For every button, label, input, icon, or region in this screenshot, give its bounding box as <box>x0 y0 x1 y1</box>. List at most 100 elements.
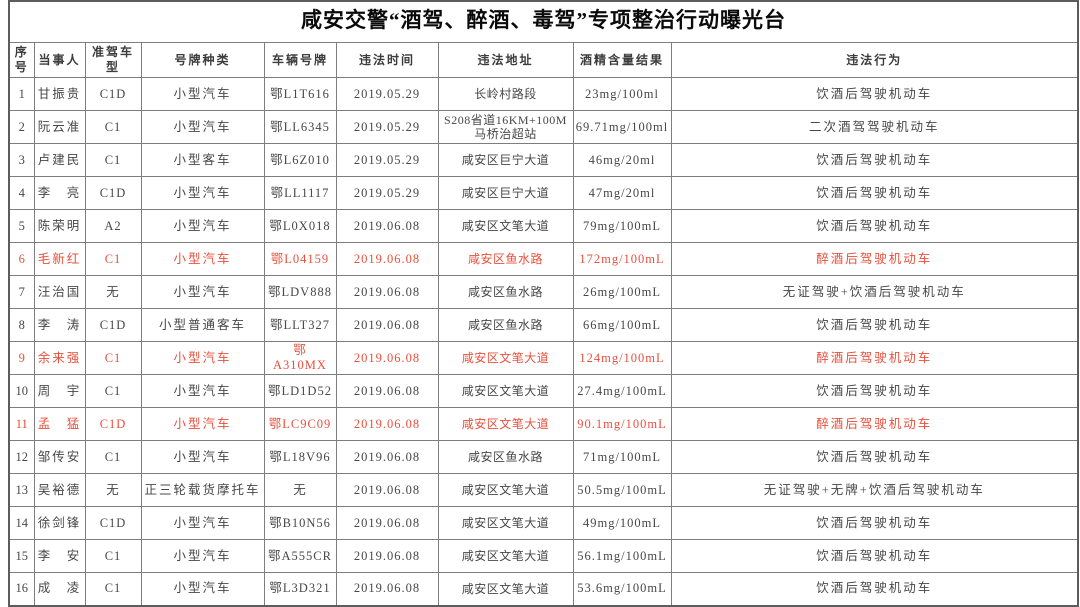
cell-plate-type: 小型汽车 <box>140 506 265 540</box>
cell-address: 咸安区文笔大道 <box>437 374 574 408</box>
cell-address: 咸安区文笔大道 <box>437 341 574 375</box>
cell-address: 长岭村路段 <box>437 77 574 111</box>
cell-plate: 鄂L04159 <box>263 242 337 276</box>
cell-license-type: C1D <box>84 407 142 441</box>
col-header-address: 违法地址 <box>437 42 574 78</box>
cell-plate: 鄂B10N56 <box>263 506 337 540</box>
table-row: 4 李 亮 C1D 小型汽车 鄂LL1117 2019.05.29 咸安区巨宁大… <box>8 176 1079 210</box>
cell-address: 咸安区文笔大道 <box>437 572 574 606</box>
cell-plate: 鄂LL6345 <box>263 110 337 144</box>
cell-plate-type: 小型汽车 <box>140 440 265 474</box>
col-header-plate: 车辆号牌 <box>263 42 337 78</box>
cell-name: 吴裕德 <box>33 473 86 507</box>
cell-no: 6 <box>8 242 35 276</box>
table-row: 6 毛新红 C1 小型汽车 鄂L04159 2019.06.08 咸安区鱼水路 … <box>8 242 1079 276</box>
col-header-plate-type: 号牌种类 <box>140 42 265 78</box>
cell-no: 14 <box>8 506 35 540</box>
cell-violation: 饮酒后驾驶机动车 <box>670 77 1079 111</box>
cell-plate-type: 小型汽车 <box>140 407 265 441</box>
cell-date: 2019.06.08 <box>335 473 439 507</box>
cell-violation: 醉酒后驾驶机动车 <box>670 242 1079 276</box>
cell-plate: 鄂A310MX <box>263 341 337 375</box>
cell-no: 4 <box>8 176 35 210</box>
cell-violation: 醉酒后驾驶机动车 <box>670 407 1079 441</box>
cell-date: 2019.06.08 <box>335 341 439 375</box>
cell-no: 11 <box>8 407 35 441</box>
cell-date: 2019.06.08 <box>335 275 439 309</box>
cell-plate-type: 正三轮载货摩托车 <box>140 473 265 507</box>
table-header-row: 序号 当事人 准驾车型 号牌种类 车辆号牌 违法时间 违法地址 酒精含量结果 违… <box>8 42 1079 78</box>
cell-name: 卢建民 <box>33 143 86 177</box>
cell-date: 2019.05.29 <box>335 110 439 144</box>
cell-plate: 鄂LL1117 <box>263 176 337 210</box>
table-row: 9 余来强 C1 小型汽车 鄂A310MX 2019.06.08 咸安区文笔大道… <box>8 341 1079 375</box>
table-row: 13 吴裕德 无 正三轮载货摩托车 无 2019.06.08 咸安区文笔大道 5… <box>8 473 1079 507</box>
cell-address: S208省道16KM+100M马桥治超站 <box>437 110 574 144</box>
cell-license-type: C1 <box>84 242 142 276</box>
cell-plate-type: 小型客车 <box>140 143 265 177</box>
cell-name: 甘振贵 <box>33 77 86 111</box>
cell-license-type: C1D <box>84 176 142 210</box>
cell-address: 咸安区文笔大道 <box>437 539 574 573</box>
cell-alcohol: 23mg/100ml <box>572 77 672 111</box>
cell-violation: 饮酒后驾驶机动车 <box>670 572 1079 606</box>
table-row: 3 卢建民 C1 小型客车 鄂L6Z010 2019.05.29 咸安区巨宁大道… <box>8 143 1079 177</box>
col-header-no: 序号 <box>8 42 35 78</box>
cell-plate-type: 小型汽车 <box>140 110 265 144</box>
cell-violation: 饮酒后驾驶机动车 <box>670 539 1079 573</box>
cell-name: 李 涛 <box>33 308 86 342</box>
cell-license-type: C1 <box>84 374 142 408</box>
cell-alcohol: 90.1mg/100mL <box>572 407 672 441</box>
cell-address: 咸安区鱼水路 <box>437 275 574 309</box>
cell-no: 2 <box>8 110 35 144</box>
cell-no: 1 <box>8 77 35 111</box>
cell-alcohol: 56.1mg/100mL <box>572 539 672 573</box>
cell-violation: 饮酒后驾驶机动车 <box>670 506 1079 540</box>
cell-date: 2019.06.08 <box>335 407 439 441</box>
cell-name: 余来强 <box>33 341 86 375</box>
cell-plate: 鄂LDV888 <box>263 275 337 309</box>
table-row: 5 陈荣明 A2 小型汽车 鄂L0X018 2019.06.08 咸安区文笔大道… <box>8 209 1079 243</box>
table-row: 15 李 安 C1 小型汽车 鄂A555CR 2019.06.08 咸安区文笔大… <box>8 539 1079 573</box>
cell-plate: 鄂LD1D52 <box>263 374 337 408</box>
cell-no: 13 <box>8 473 35 507</box>
cell-violation: 醉酒后驾驶机动车 <box>670 341 1079 375</box>
cell-name: 徐剑锋 <box>33 506 86 540</box>
cell-violation: 饮酒后驾驶机动车 <box>670 143 1079 177</box>
cell-name: 成 凌 <box>33 572 86 606</box>
cell-plate: 鄂L6Z010 <box>263 143 337 177</box>
cell-date: 2019.06.08 <box>335 440 439 474</box>
cell-alcohol: 69.71mg/100ml <box>572 110 672 144</box>
cell-name: 汪治国 <box>33 275 86 309</box>
table-row: 11 孟 猛 C1D 小型汽车 鄂LC9C09 2019.06.08 咸安区文笔… <box>8 407 1079 441</box>
cell-violation: 无证驾驶+饮酒后驾驶机动车 <box>670 275 1079 309</box>
cell-license-type: 无 <box>84 275 142 309</box>
cell-address: 咸安区巨宁大道 <box>437 143 574 177</box>
cell-date: 2019.06.08 <box>335 242 439 276</box>
cell-name: 李 安 <box>33 539 86 573</box>
cell-violation: 二次酒驾驾驶机动车 <box>670 110 1079 144</box>
table-row: 10 周 宇 C1 小型汽车 鄂LD1D52 2019.06.08 咸安区文笔大… <box>8 374 1079 408</box>
cell-no: 8 <box>8 308 35 342</box>
cell-violation: 饮酒后驾驶机动车 <box>670 440 1079 474</box>
cell-plate: 鄂L0X018 <box>263 209 337 243</box>
cell-name: 邹传安 <box>33 440 86 474</box>
cell-plate: 鄂LLT327 <box>263 308 337 342</box>
cell-alcohol: 66mg/100mL <box>572 308 672 342</box>
cell-alcohol: 27.4mg/100mL <box>572 374 672 408</box>
cell-date: 2019.06.08 <box>335 572 439 606</box>
cell-plate-type: 小型汽车 <box>140 539 265 573</box>
cell-license-type: C1 <box>84 440 142 474</box>
exposure-table: 咸安交警“酒驾、醉酒、毒驾”专项整治行动曝光台 序号 当事人 准驾车型 号牌种类… <box>8 0 1080 607</box>
cell-name: 周 宇 <box>33 374 86 408</box>
cell-license-type: C1 <box>84 143 142 177</box>
cell-name: 李 亮 <box>33 176 86 210</box>
cell-license-type: C1 <box>84 110 142 144</box>
cell-name: 毛新红 <box>33 242 86 276</box>
table-row: 16 成 凌 C1 小型汽车 鄂L3D321 2019.06.08 咸安区文笔大… <box>8 572 1079 606</box>
cell-violation: 饮酒后驾驶机动车 <box>670 308 1079 342</box>
cell-date: 2019.05.29 <box>335 176 439 210</box>
table-row: 14 徐剑锋 C1D 小型汽车 鄂B10N56 2019.06.08 咸安区文笔… <box>8 506 1079 540</box>
cell-plate-type: 小型普通客车 <box>140 308 265 342</box>
cell-alcohol: 49mg/100mL <box>572 506 672 540</box>
